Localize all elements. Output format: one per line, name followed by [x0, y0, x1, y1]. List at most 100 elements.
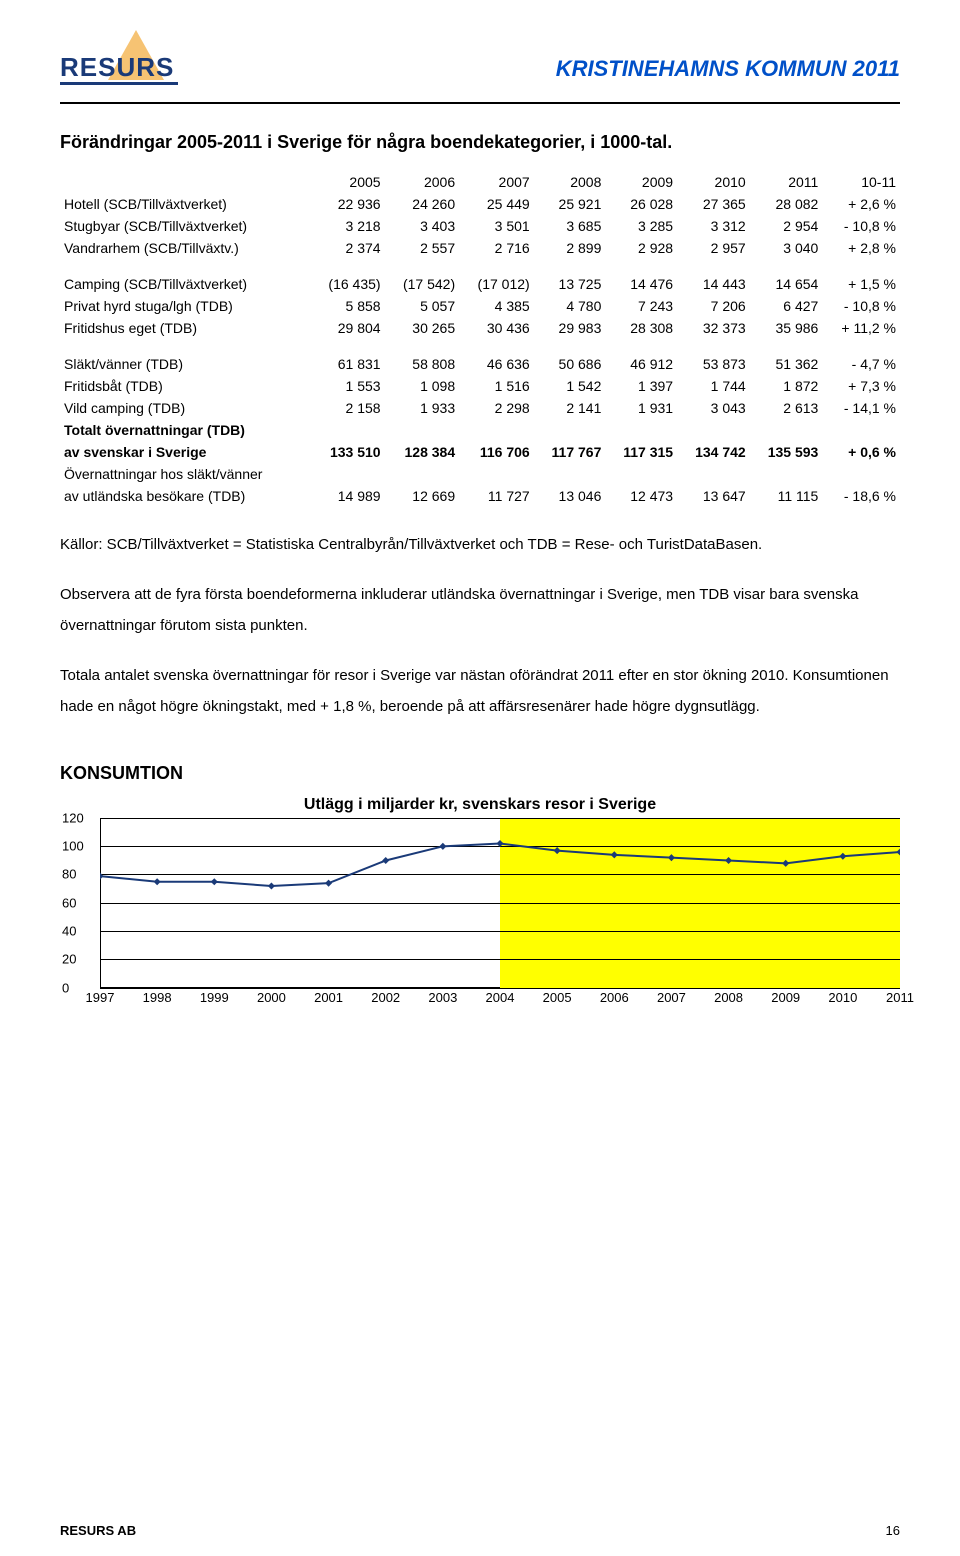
cell: 1 542 [534, 375, 606, 397]
chart-marker [496, 839, 503, 846]
cell: 2 928 [605, 237, 677, 259]
row-label: Hotell (SCB/Tillväxtverket) [60, 193, 310, 215]
chart-xtick-label: 2003 [428, 990, 457, 1005]
cell: 50 686 [534, 353, 606, 375]
cell: 5 057 [385, 295, 460, 317]
chart-marker [382, 856, 389, 863]
chart-marker [268, 882, 275, 889]
cell: 135 593 [750, 441, 823, 463]
cell: 2 158 [310, 397, 385, 419]
chart-xtick-label: 1997 [86, 990, 115, 1005]
row-label: Camping (SCB/Tillväxtverket) [60, 273, 310, 295]
cell: 7 243 [605, 295, 677, 317]
col-2007: 2007 [459, 171, 534, 193]
table-row: av svenskar i Sverige133 510128 384116 7… [60, 441, 900, 463]
cell: - 14,1 % [822, 397, 900, 419]
cell: 13 046 [534, 485, 606, 507]
chart-xtick-label: 2005 [543, 990, 572, 1005]
footer-left: RESURS AB [60, 1523, 136, 1538]
row-label: Vild camping (TDB) [60, 397, 310, 419]
chart-xtick-label: 2006 [600, 990, 629, 1005]
chart-ytick-label: 80 [62, 867, 76, 882]
cell: 14 476 [605, 273, 677, 295]
table-row: Totalt övernattningar (TDB) [60, 419, 900, 441]
cell: - 18,6 % [822, 485, 900, 507]
col-2006: 2006 [385, 171, 460, 193]
chart-xtick-label: 2010 [828, 990, 857, 1005]
cell: 58 808 [385, 353, 460, 375]
cell: 27 365 [677, 193, 750, 215]
chart-marker [725, 856, 732, 863]
cell: - 4,7 % [822, 353, 900, 375]
cell: 30 265 [385, 317, 460, 339]
cell: + 2,6 % [822, 193, 900, 215]
cell: 133 510 [310, 441, 385, 463]
cell: (16 435) [310, 273, 385, 295]
cell: 3 685 [534, 215, 606, 237]
cell: 1 872 [750, 375, 823, 397]
chart: Utlägg i miljarder kr, svenskars resor i… [60, 796, 900, 1016]
cell: 4 385 [459, 295, 534, 317]
cell: 2 557 [385, 237, 460, 259]
cell: 2 957 [677, 237, 750, 259]
cell: 3 285 [605, 215, 677, 237]
chart-xtick-label: 2000 [257, 990, 286, 1005]
cell: 6 427 [750, 295, 823, 317]
chart-marker [154, 878, 161, 885]
table-row: Släkt/vänner (TDB)61 83158 80846 63650 6… [60, 353, 900, 375]
table-row: Privat hyrd stuga/lgh (TDB)5 8585 0574 3… [60, 295, 900, 317]
cell: 3 312 [677, 215, 750, 237]
cell: 3 403 [385, 215, 460, 237]
cell: 3 040 [750, 237, 823, 259]
paragraph-summary: Totala antalet svenska övernattningar fö… [60, 660, 900, 723]
row-label: Fritidsbåt (TDB) [60, 375, 310, 397]
cell: 46 912 [605, 353, 677, 375]
chart-marker [782, 859, 789, 866]
cell: 1 098 [385, 375, 460, 397]
paragraph-sources: Källor: SCB/Tillväxtverket = Statistiska… [60, 529, 900, 561]
cell: 35 986 [750, 317, 823, 339]
cell: 1 397 [605, 375, 677, 397]
cell: 3 218 [310, 215, 385, 237]
chart-marker [839, 852, 846, 859]
cell: 1 516 [459, 375, 534, 397]
col-2009: 2009 [605, 171, 677, 193]
cell: 2 899 [534, 237, 606, 259]
cell: 26 028 [605, 193, 677, 215]
footer: RESURS AB 16 [60, 1523, 900, 1538]
table-row: Vild camping (TDB)2 1581 9332 2982 1411 … [60, 397, 900, 419]
cell: + 11,2 % [822, 317, 900, 339]
chart-ytick-label: 120 [62, 810, 84, 825]
cell: 12 473 [605, 485, 677, 507]
chart-x-labels: 1997199819992000200120022003200420052006… [100, 988, 900, 1008]
cell: 28 082 [750, 193, 823, 215]
row-label: Totalt övernattningar (TDB) [60, 419, 310, 441]
cell: 117 315 [605, 441, 677, 463]
table-row: Hotell (SCB/Tillväxtverket)22 93624 2602… [60, 193, 900, 215]
cell: + 0,6 % [822, 441, 900, 463]
cell: + 2,8 % [822, 237, 900, 259]
chart-marker [668, 854, 675, 861]
chart-xtick-label: 2011 [886, 990, 914, 1005]
cell: 2 716 [459, 237, 534, 259]
chart-marker [554, 847, 561, 854]
row-label: Släkt/vänner (TDB) [60, 353, 310, 375]
table-row: Fritidsbåt (TDB)1 5531 0981 5161 5421 39… [60, 375, 900, 397]
section-title: Förändringar 2005-2011 i Sverige för någ… [60, 132, 900, 153]
table-row: Övernattningar hos släkt/vänner [60, 463, 900, 485]
cell: 11 727 [459, 485, 534, 507]
logo-underline [60, 82, 178, 85]
chart-xtick-label: 1999 [200, 990, 229, 1005]
cell: 14 443 [677, 273, 750, 295]
chart-marker [211, 878, 218, 885]
chart-ytick-label: 0 [62, 980, 69, 995]
cell: 30 436 [459, 317, 534, 339]
chart-marker [611, 851, 618, 858]
document-title: KRISTINEHAMNS KOMMUN 2011 [556, 56, 900, 82]
chart-line [100, 843, 900, 886]
cell: 13 725 [534, 273, 606, 295]
chart-xtick-label: 2009 [771, 990, 800, 1005]
table-row: av utländska besökare (TDB)14 98912 6691… [60, 485, 900, 507]
cell: 2 298 [459, 397, 534, 419]
cell: 25 921 [534, 193, 606, 215]
